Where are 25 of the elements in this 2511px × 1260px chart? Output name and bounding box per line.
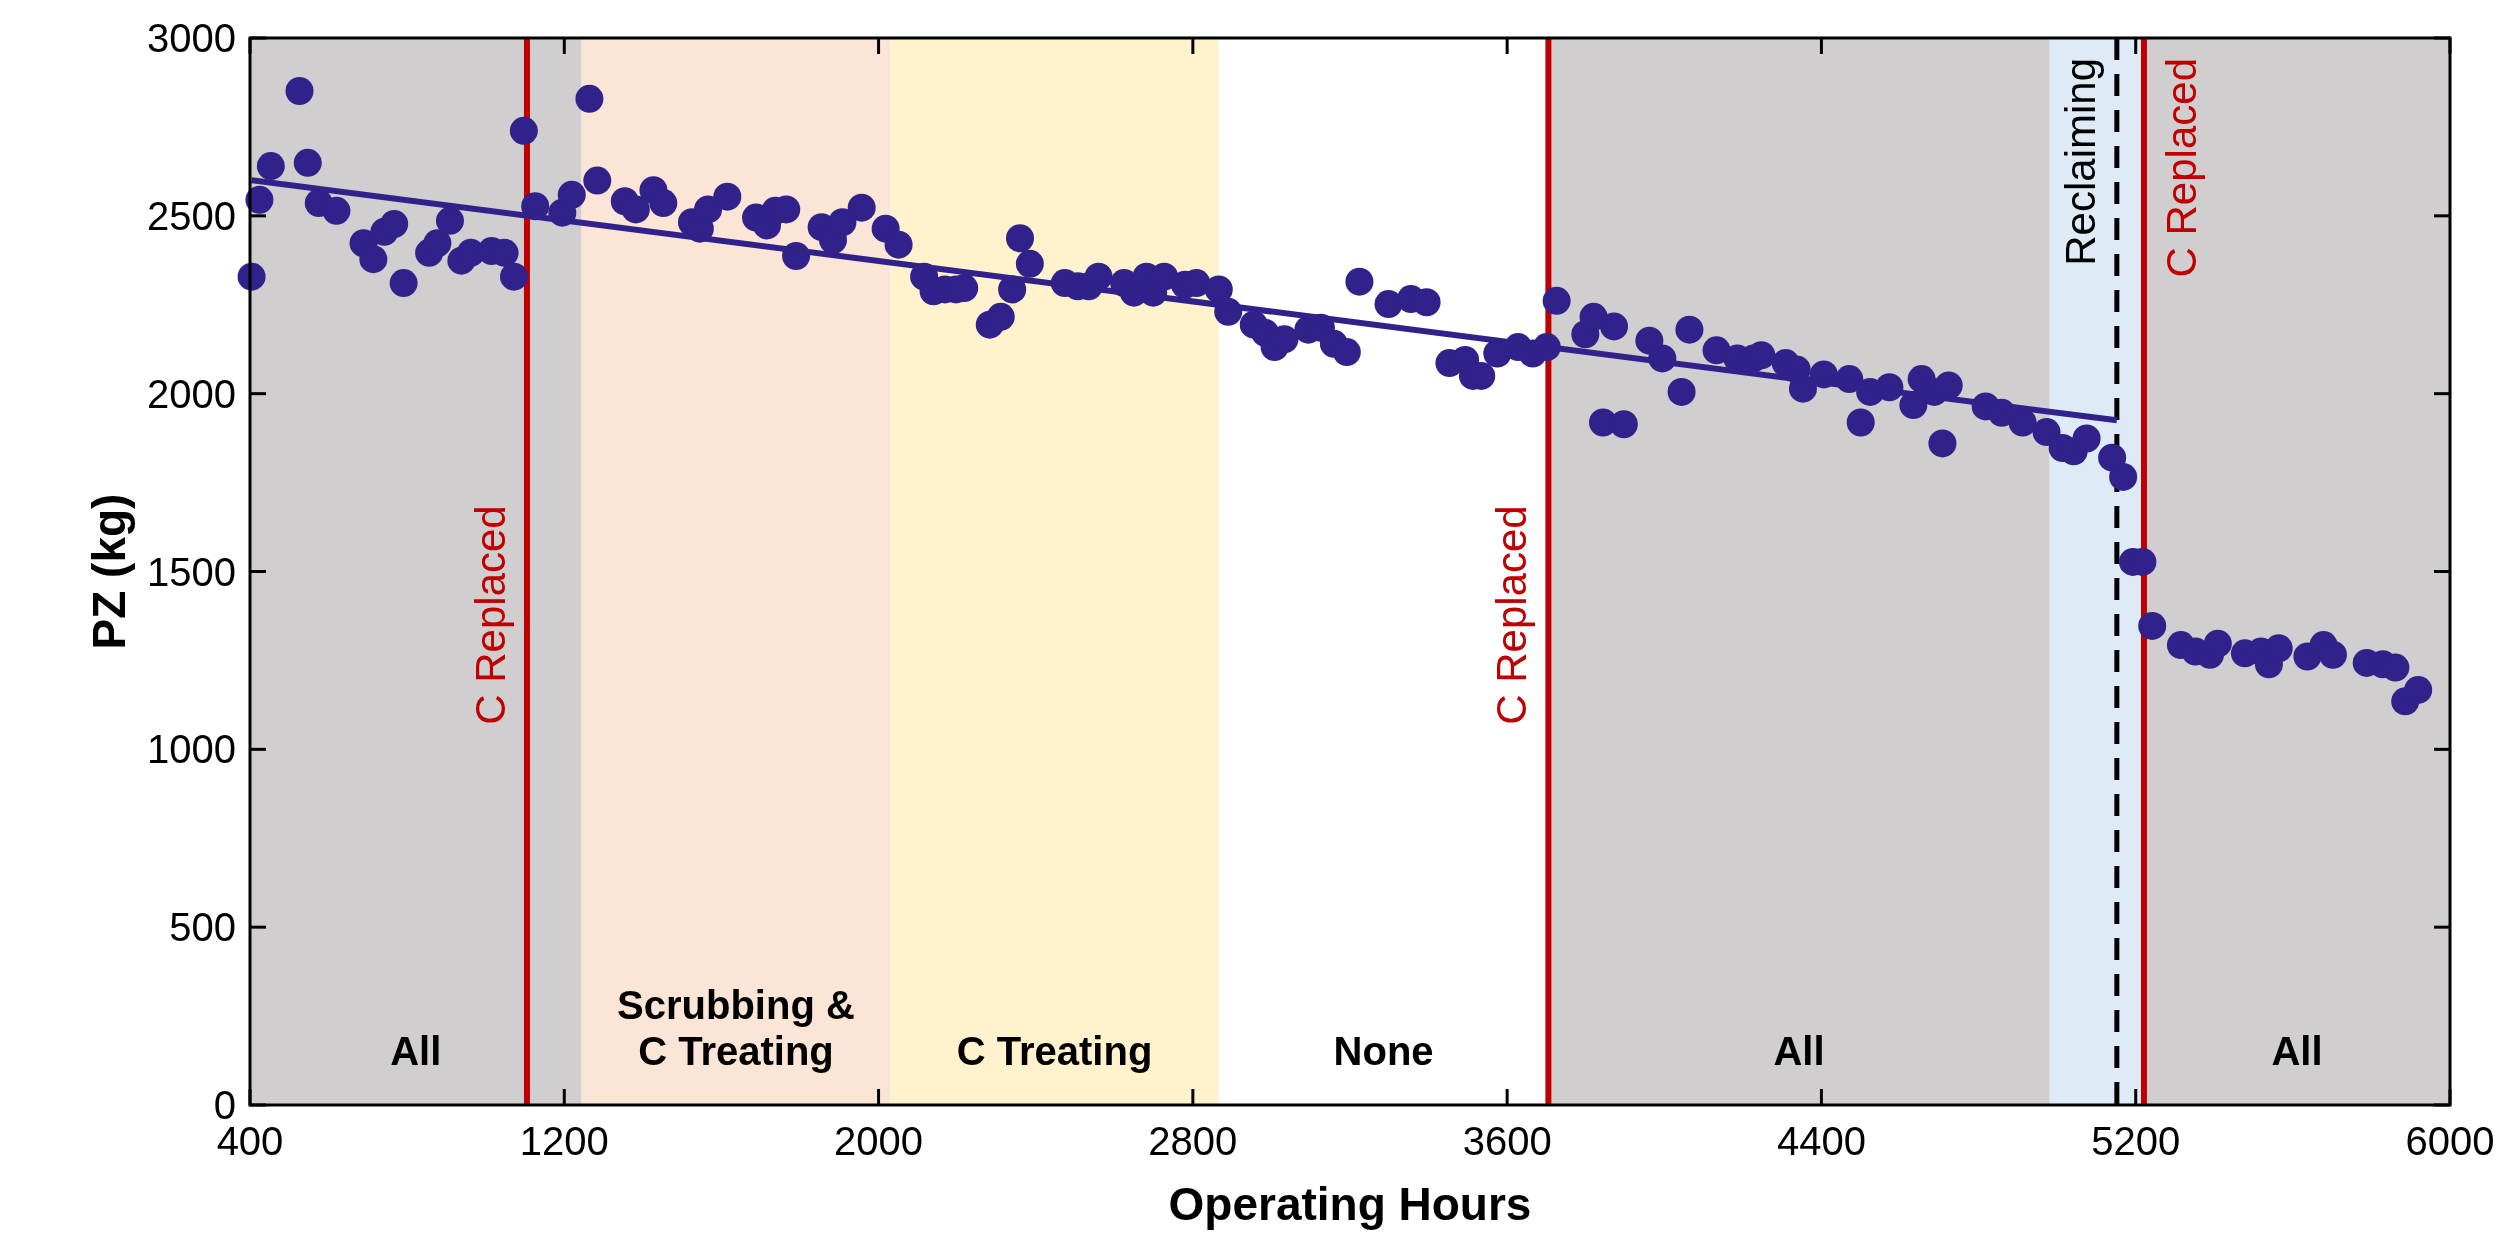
y-tick-label: 3000 [147,16,236,60]
y-tick-label: 1000 [147,727,236,772]
ref-line-label: Reclaiming [2056,58,2104,266]
x-tick-label: 6000 [2405,1119,2495,1163]
band-label: Scrubbing & C Treating [617,983,855,1073]
y-tick-label: 2000 [147,371,236,416]
x-axis-title: Operating Hours [1168,1178,1532,1230]
x-tick-label: 4400 [1776,1119,1866,1163]
y-tick-label: 2500 [147,193,236,238]
band-label: All [390,1029,442,1073]
band-label: All [1773,1029,1825,1073]
y-tick-label: 1500 [147,549,236,594]
ref-line-label: C Replaced [2158,58,2206,278]
band-label: C Treating [956,1029,1153,1073]
band-label: All [2271,1029,2323,1073]
x-tick-label: 3600 [1462,1119,1552,1163]
y-tick-label: 500 [169,905,236,950]
band-label: None [1333,1029,1434,1073]
ref-line-label: C Replaced [466,505,514,725]
x-tick-label: 2000 [834,1119,924,1163]
x-tick-label: 2800 [1148,1119,1238,1163]
ref-line-label: C Replaced [1488,505,1536,725]
y-axis-title: PZ (kg) [83,493,135,650]
x-tick-label: 1200 [519,1119,609,1163]
x-tick-label: 5200 [2091,1119,2181,1163]
